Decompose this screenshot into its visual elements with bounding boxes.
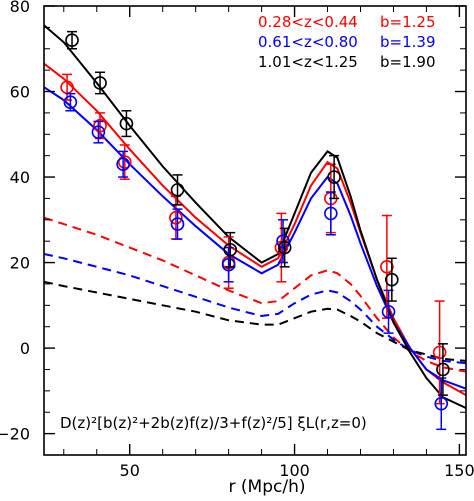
- linear-model-dashed-line-2: [43, 280, 467, 362]
- axis-ticks: 50 100 150 −20 0 20 40 60 80: [0, 0, 474, 480]
- data-point-2-4: [223, 242, 238, 257]
- data-point-0-7: [380, 260, 394, 274]
- data-point-1-7: [381, 304, 396, 319]
- data-points: [60, 30, 450, 431]
- y-tick-label: 20: [10, 254, 30, 273]
- legend-label-0: 0.28<z<0.44: [258, 13, 358, 31]
- x-tick-label: 50: [120, 461, 140, 480]
- legend-label-2: 1.01<z<1.25: [258, 53, 358, 71]
- data-point-1-2: [116, 157, 130, 172]
- x-tick-label: 150: [444, 461, 474, 480]
- data-point-2-8: [436, 362, 450, 377]
- data-point-1-1: [91, 125, 106, 139]
- model-solid-line-2: [43, 24, 467, 409]
- data-point-0-3: [169, 210, 183, 225]
- x-axis-label: r (Mpc/h): [229, 477, 306, 497]
- data-point-2-5: [277, 240, 292, 255]
- data-point-1-0: [63, 95, 78, 110]
- legend-label-1: 0.61<z<0.80: [258, 33, 358, 51]
- y-tick-label: 60: [10, 83, 30, 102]
- data-point-1-8: [434, 396, 449, 411]
- data-point-2-0: [65, 33, 79, 48]
- legend: 0.28<z<0.44 b=1.25 0.61<z<0.80 b=1.39 1.01<z…: [258, 13, 436, 71]
- data-point-0-8: [432, 345, 447, 360]
- y-tick-label: 80: [10, 0, 30, 16]
- formula-annotation: D(z)²[b(z)²+2b(z)f(z)/3+f(z)²/5] ξL(r,z=…: [60, 414, 367, 432]
- data-point-0-2: [117, 155, 132, 169]
- data-point-0-5: [274, 240, 289, 255]
- data-point-0-1: [93, 118, 107, 133]
- legend-bias-0: b=1.25: [380, 13, 436, 31]
- model-solid-line-1: [43, 86, 467, 390]
- x-tick-label: 100: [279, 461, 310, 480]
- data-point-1-3: [170, 217, 185, 231]
- legend-bias-1: b=1.39: [380, 33, 436, 51]
- y-tick-label: −20: [0, 425, 30, 444]
- linear-model-dashed-line-0: [43, 216, 467, 373]
- data-point-2-7: [385, 272, 399, 287]
- legend-bias-2: b=1.90: [380, 53, 436, 71]
- y-tick-label: 40: [10, 168, 30, 187]
- data-point-2-6: [327, 170, 341, 184]
- data-point-1-6: [324, 206, 338, 221]
- data-point-1-5: [276, 234, 290, 248]
- model-curves: [43, 24, 467, 409]
- plot-frame: [43, 5, 467, 456]
- y-tick-label: 0: [20, 339, 30, 358]
- data-point-1-4: [221, 257, 236, 272]
- data-point-2-1: [93, 76, 107, 90]
- data-point-2-2: [119, 116, 134, 131]
- data-point-2-3: [170, 183, 185, 197]
